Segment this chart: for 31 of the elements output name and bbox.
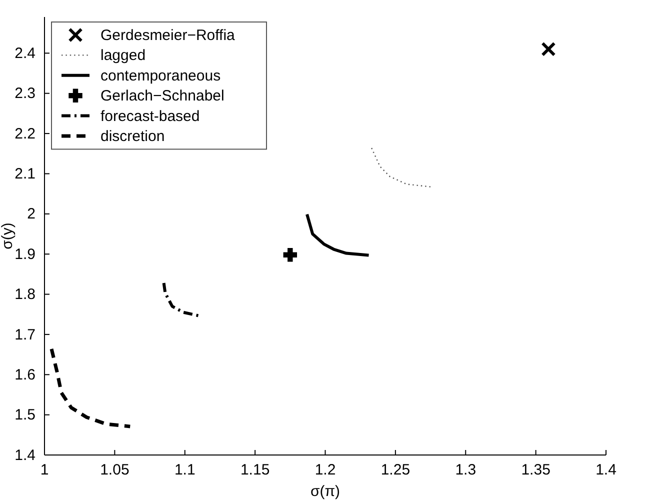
x-tick-label: 1.15: [240, 462, 270, 479]
y-axis-title: σ(y): [0, 222, 16, 250]
legend-label: lagged: [100, 47, 146, 64]
line-series: [306, 212, 370, 257]
y-tick-label: 1.9: [14, 246, 36, 263]
x-tick-label: 1.2: [314, 462, 336, 479]
legend-label: forecast-based: [100, 108, 200, 125]
line-series: [50, 347, 132, 428]
y-tick-label: 2.2: [14, 125, 36, 142]
y-tick-label: 2.3: [14, 85, 36, 102]
legend-label: Gerdesmeier−Roffia: [100, 27, 236, 44]
legend-label: Gerlach−Schnabel: [100, 88, 224, 105]
x-tick-label: 1.25: [380, 462, 410, 479]
y-tick-label: 1.8: [14, 286, 36, 304]
line-series: [370, 147, 433, 188]
x-tick-label: 1.05: [100, 462, 130, 479]
y-tick-label: 2: [27, 206, 36, 223]
y-tick-label: 1.6: [14, 366, 36, 384]
x-tick-label: 1: [40, 462, 49, 479]
legend-label: contemporaneous: [100, 67, 221, 84]
y-tick-label: 2.4: [14, 44, 36, 62]
x-axis-title: σ(π): [310, 483, 340, 500]
legend-label: discretion: [100, 128, 165, 145]
x-tick-label: 1.3: [455, 462, 476, 479]
y-tick-label: 2.1: [14, 166, 36, 183]
y-tick-label: 1.4: [14, 446, 36, 464]
x-tick-label: 1.4: [596, 462, 616, 479]
x-tick-label: 1.1: [174, 462, 196, 479]
y-tick-label: 1.5: [14, 406, 36, 424]
y-tick-label: 1.7: [14, 326, 36, 344]
x-tick-label: 1.35: [521, 462, 550, 479]
